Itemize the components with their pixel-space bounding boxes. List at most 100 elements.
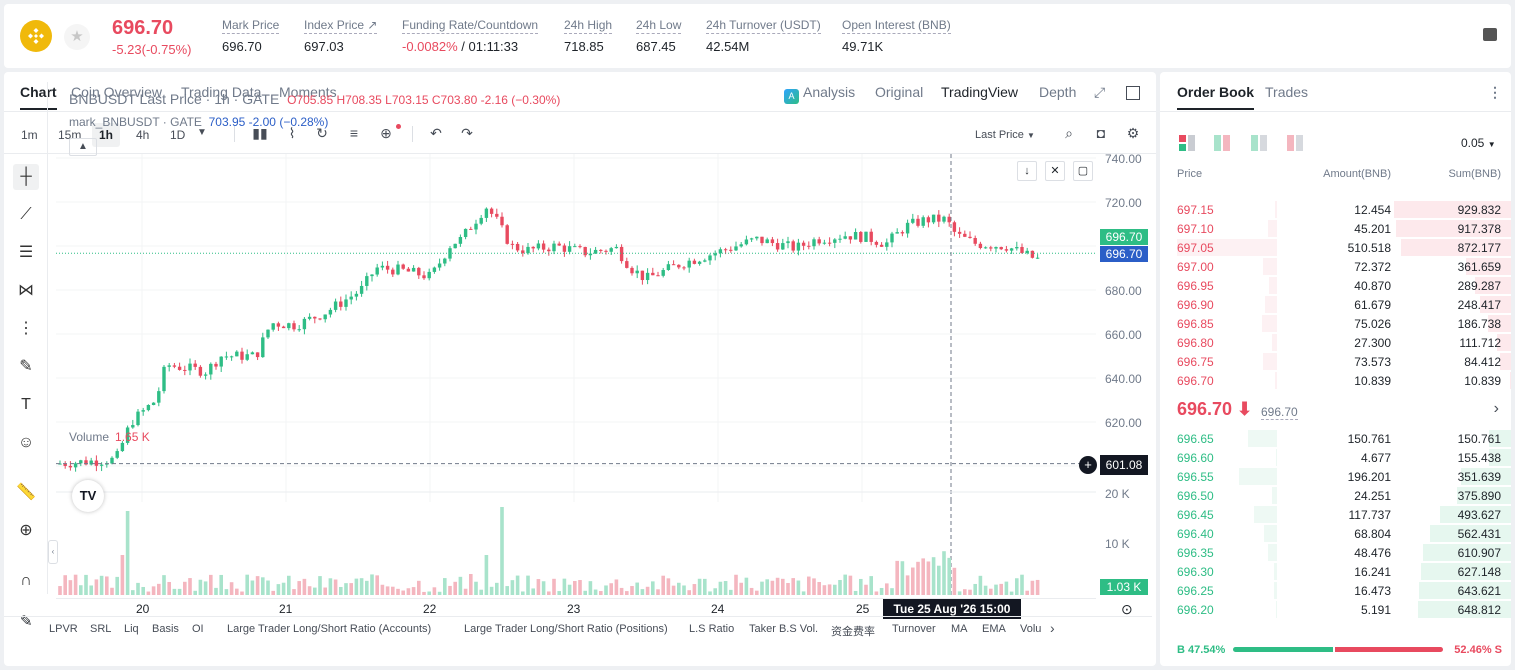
bid-row[interactable]: 696.55 196.201 351.639	[1160, 467, 1511, 486]
prediction-tool-icon[interactable]: ⋮	[18, 320, 34, 337]
view-bids-icon[interactable]	[1251, 135, 1267, 151]
indicator-volume[interactable]: Volu	[1020, 623, 1042, 635]
candlestick-chart[interactable]	[56, 82, 1096, 502]
replay-icon[interactable]: ↻	[316, 125, 328, 141]
ask-row[interactable]: 696.85 75.026 186.738	[1160, 314, 1511, 333]
indicator-ema[interactable]: EMA	[982, 623, 1006, 635]
indicator-ls-ratio[interactable]: L.S Ratio	[689, 623, 735, 635]
collapse-toolbar-icon[interactable]: ‹	[48, 540, 58, 564]
tab-original[interactable]: Original	[875, 84, 924, 100]
precision-select[interactable]: 0.05 ▼	[1461, 136, 1496, 150]
indicator-funding[interactable]: 资金费率	[831, 626, 875, 638]
indicator-lpvr[interactable]: LPVR	[49, 623, 78, 635]
ask-row[interactable]: 697.00 72.372 361.659	[1160, 257, 1511, 276]
settings-gear-icon[interactable]: ⚙	[1126, 125, 1140, 141]
indicator-ma[interactable]: MA	[951, 623, 968, 635]
emoji-tool-icon[interactable]: ☺	[17, 434, 35, 451]
volume-bar	[401, 590, 405, 595]
view-mixed-icon[interactable]	[1214, 135, 1230, 151]
chevron-right-icon[interactable]: ›	[1050, 620, 1055, 636]
bid-row[interactable]: 696.65 150.761 150.761	[1160, 429, 1511, 448]
price-axis[interactable]: 740.00 720.00 680.00 660.00 640.00 620.0…	[1097, 82, 1152, 551]
bid-row[interactable]: 696.25 16.473 643.621	[1160, 581, 1511, 600]
timeframe-4h[interactable]: 4h	[136, 128, 150, 142]
bid-row[interactable]: 696.50 24.251 375.890	[1160, 486, 1511, 505]
tab-analysis[interactable]: A Analysis	[784, 84, 855, 104]
search-icon[interactable]: ⌕	[1065, 125, 1073, 141]
chevron-right-icon[interactable]: ›	[1493, 400, 1499, 417]
indicators-icon[interactable]: ⌇	[288, 125, 296, 141]
tab-depth[interactable]: Depth	[1039, 84, 1077, 100]
tab-trades[interactable]: Trades	[1265, 84, 1309, 100]
dropdown-icon[interactable]: ▼	[197, 127, 207, 138]
bid-row[interactable]: 696.60 4.677 155.438	[1160, 448, 1511, 467]
indicator-srl[interactable]: SRL	[90, 623, 112, 635]
timeframe-1m[interactable]: 1m	[21, 128, 38, 142]
guide-book-icon[interactable]	[1483, 28, 1497, 41]
add-alert-icon[interactable]: +	[1079, 456, 1097, 474]
time-axis[interactable]: 20 21 22 23 24 25	[56, 598, 1096, 618]
ask-row[interactable]: 697.05 510.518 872.177	[1160, 238, 1511, 257]
candle-type-icon[interactable]: ▮▮	[252, 125, 268, 141]
zoom-tool-icon[interactable]: ⊕	[19, 522, 33, 539]
camera-icon[interactable]: ◘	[1096, 125, 1106, 141]
depth-bar	[1457, 487, 1511, 504]
favorite-star-icon[interactable]: ★	[64, 24, 90, 50]
tab-moments[interactable]: Moments	[279, 84, 337, 100]
volume-bar	[495, 582, 499, 595]
crosshair-tool-icon[interactable]: ┼	[13, 164, 39, 190]
candle-body	[292, 323, 296, 330]
ask-row[interactable]: 697.10 45.201 917.378	[1160, 219, 1511, 238]
indicator-lt-accounts[interactable]: Large Trader Long/Short Ratio (Accounts)	[227, 623, 432, 635]
maximize-pane-icon[interactable]: ▢	[1073, 161, 1093, 181]
tab-coin-overview[interactable]: Coin Overview	[71, 84, 163, 100]
timeframe-1d[interactable]: 1D	[170, 128, 186, 142]
add-indicator-icon[interactable]: ⊕	[380, 125, 392, 141]
magnet-tool-icon[interactable]: ∩	[20, 572, 32, 589]
bid-row[interactable]: 696.35 48.476 610.907	[1160, 543, 1511, 562]
ask-row[interactable]: 696.80 27.300 111.712	[1160, 333, 1511, 352]
indicator-oi[interactable]: OI	[192, 623, 204, 635]
bid-row[interactable]: 696.30 16.241 627.148	[1160, 562, 1511, 581]
ask-row[interactable]: 696.75 73.573 84.412	[1160, 352, 1511, 371]
ask-amount: 75.026	[1354, 317, 1391, 331]
templates-icon[interactable]: ≡	[349, 125, 359, 141]
trendline-tool-icon[interactable]: ⟋	[20, 206, 32, 223]
ask-row[interactable]: 696.90 61.679 248.417	[1160, 295, 1511, 314]
window-icon[interactable]	[1126, 86, 1140, 100]
indicator-taker-vol[interactable]: Taker B.S Vol.	[749, 623, 819, 635]
volume-bar	[833, 584, 837, 595]
scroll-down-icon[interactable]: ↓	[1017, 161, 1037, 181]
pencil-icon[interactable]: ✎	[20, 613, 33, 630]
redo-icon[interactable]: ↷	[461, 125, 473, 141]
stat-index-price[interactable]: Index Price ↗ 697.03	[304, 18, 378, 54]
undo-icon[interactable]: ↶	[430, 125, 442, 141]
brush-tool-icon[interactable]: ✎	[19, 358, 33, 375]
tradingview-logo-icon[interactable]: TV	[72, 480, 104, 512]
ruler-tool-icon[interactable]: 📏	[16, 484, 36, 501]
tab-tradingview[interactable]: TradingView	[941, 84, 1019, 100]
indicator-turnover[interactable]: Turnover	[892, 623, 936, 635]
ask-row[interactable]: 697.15 12.454 929.832	[1160, 200, 1511, 219]
indicator-basis[interactable]: Basis	[152, 623, 179, 635]
collapse-legend-icon[interactable]: ▲	[69, 138, 97, 156]
text-tool-icon[interactable]: T	[21, 396, 31, 413]
bid-row[interactable]: 696.20 5.191 648.812	[1160, 600, 1511, 619]
tab-order-book[interactable]: Order Book	[1177, 84, 1255, 110]
view-both-icon[interactable]	[1179, 135, 1195, 151]
pattern-tool-icon[interactable]: ⋈	[18, 282, 34, 299]
ask-row[interactable]: 696.95 40.870 289.287	[1160, 276, 1511, 295]
bid-row[interactable]: 696.45 117.737 493.627	[1160, 505, 1511, 524]
collapse-pane-icon[interactable]: ✕	[1045, 161, 1065, 181]
fib-tool-icon[interactable]: ☰	[18, 244, 34, 261]
last-price-select[interactable]: Last Price ▼	[975, 129, 1035, 141]
more-options-icon[interactable]: ⋮	[1488, 84, 1502, 100]
reset-view-icon[interactable]: ⊙	[1121, 601, 1133, 617]
bid-row[interactable]: 696.40 68.804 562.431	[1160, 524, 1511, 543]
indicator-lt-positions[interactable]: Large Trader Long/Short Ratio (Positions…	[464, 623, 668, 635]
tab-trading-data[interactable]: Trading Data	[181, 84, 262, 100]
ask-row[interactable]: 696.70 10.839 10.839	[1160, 371, 1511, 390]
indicator-liq[interactable]: Liq	[124, 623, 139, 635]
view-asks-icon[interactable]	[1287, 135, 1303, 151]
expand-icon[interactable]: ⤢	[1094, 84, 1106, 100]
